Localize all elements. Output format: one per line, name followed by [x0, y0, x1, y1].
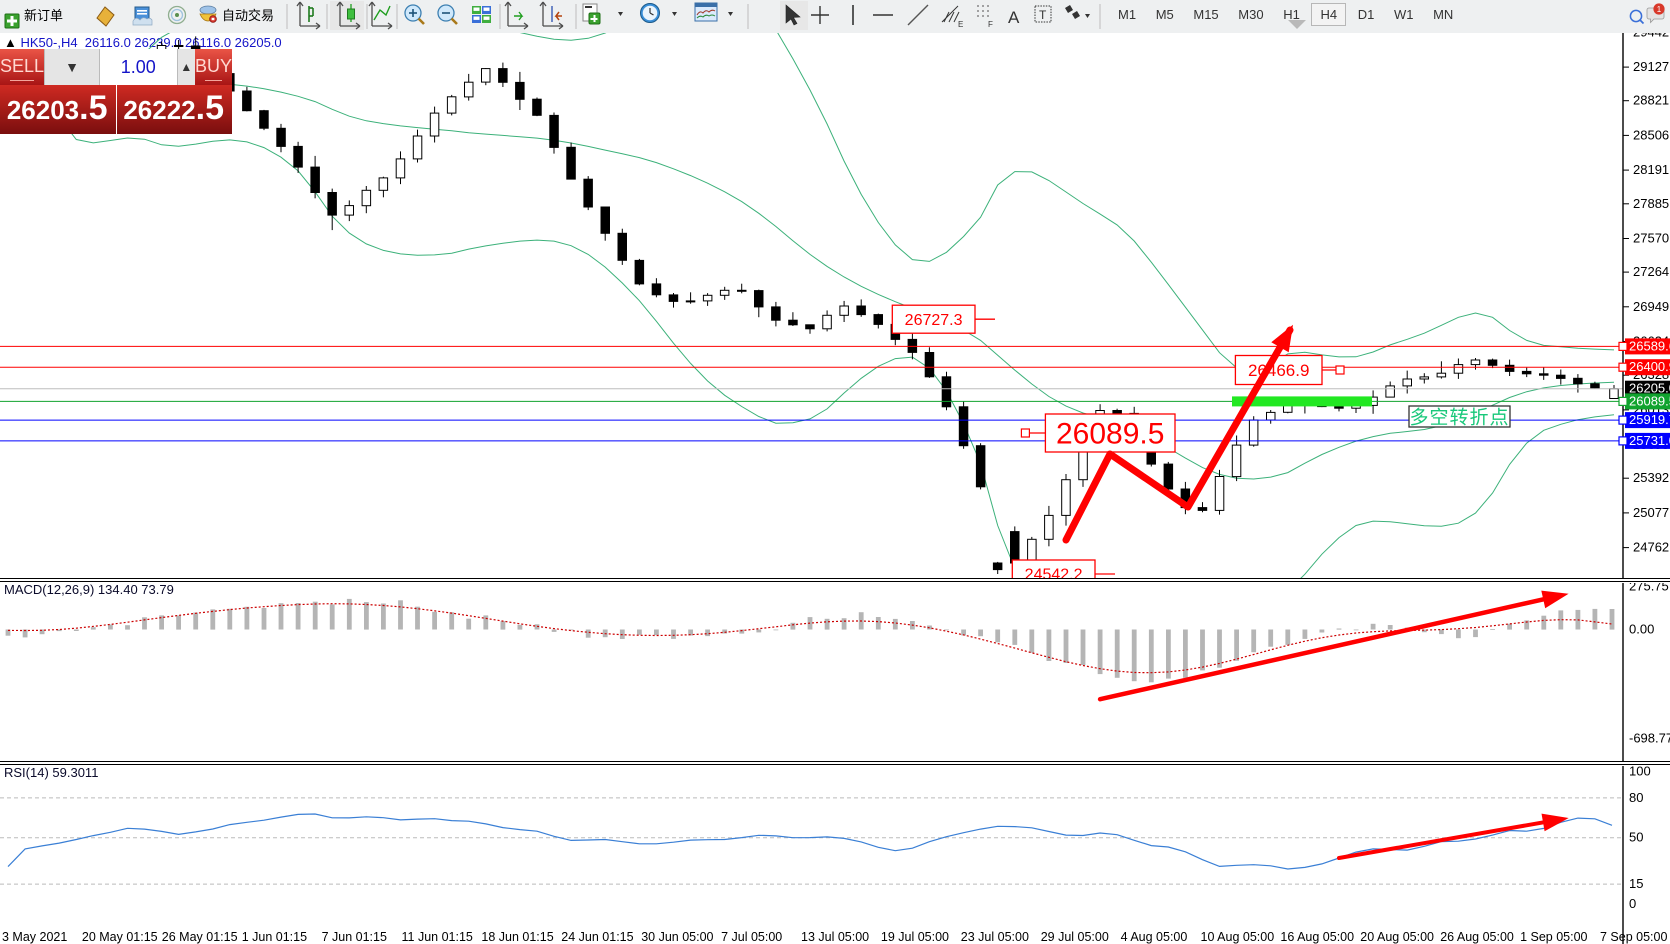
svg-text:275.75: 275.75: [1629, 583, 1669, 594]
svg-text:18 Jun 01:15: 18 Jun 01:15: [481, 930, 553, 944]
svg-text:26089.5: 26089.5: [1629, 393, 1670, 408]
svg-text:27570.0: 27570.0: [1633, 231, 1670, 246]
svg-text:10 Aug 05:00: 10 Aug 05:00: [1201, 930, 1275, 944]
svg-text:7 Sep 05:00: 7 Sep 05:00: [1600, 930, 1667, 944]
svg-text:4 Aug 05:00: 4 Aug 05:00: [1121, 930, 1188, 944]
svg-text:28821.0: 28821.0: [1633, 93, 1670, 108]
svg-text:3 May 2021: 3 May 2021: [2, 930, 67, 944]
svg-text:24762.0: 24762.0: [1633, 540, 1670, 555]
svg-text:1: 1: [1657, 5, 1662, 14]
svg-text:80: 80: [1629, 790, 1643, 805]
svg-text:25919.7: 25919.7: [1629, 412, 1670, 427]
svg-text:26400.9: 26400.9: [1629, 359, 1670, 374]
svg-text:26 Aug 05:00: 26 Aug 05:00: [1440, 930, 1514, 944]
svg-text:0.00: 0.00: [1629, 622, 1654, 637]
svg-text:1 Jun 01:15: 1 Jun 01:15: [242, 930, 307, 944]
svg-text:25392.0: 25392.0: [1633, 470, 1670, 485]
svg-text:28506.0: 28506.0: [1633, 127, 1670, 142]
svg-text:26949.0: 26949.0: [1633, 299, 1670, 314]
svg-text:26589.6: 26589.6: [1629, 338, 1670, 353]
svg-text:100: 100: [1629, 766, 1651, 778]
svg-text:29 Jul 05:00: 29 Jul 05:00: [1041, 930, 1109, 944]
svg-text:11 Jun 01:15: 11 Jun 01:15: [402, 930, 473, 944]
svg-text:28191.0: 28191.0: [1633, 162, 1670, 177]
svg-text:0: 0: [1629, 896, 1636, 911]
svg-text:19 Jul 05:00: 19 Jul 05:00: [881, 930, 949, 944]
svg-text:26 May 01:15: 26 May 01:15: [162, 930, 238, 944]
svg-text:13 Jul 05:00: 13 Jul 05:00: [801, 930, 869, 944]
svg-text:23 Jul 05:00: 23 Jul 05:00: [961, 930, 1029, 944]
svg-text:29127.0: 29127.0: [1633, 59, 1670, 74]
svg-text:-698.77: -698.77: [1629, 731, 1670, 746]
svg-text:29442.0: 29442.0: [1633, 33, 1670, 39]
svg-text:7 Jun 01:15: 7 Jun 01:15: [322, 930, 387, 944]
svg-text:50: 50: [1629, 830, 1643, 845]
svg-text:7 Jul 05:00: 7 Jul 05:00: [721, 930, 782, 944]
svg-text:24 Jun 01:15: 24 Jun 01:15: [561, 930, 633, 944]
svg-text:15: 15: [1629, 876, 1643, 891]
svg-text:27264.0: 27264.0: [1633, 264, 1670, 279]
svg-text:30 Jun 05:00: 30 Jun 05:00: [641, 930, 713, 944]
svg-text:27885.0: 27885.0: [1633, 196, 1670, 211]
svg-text:1 Sep 05:00: 1 Sep 05:00: [1520, 930, 1587, 944]
svg-text:25077.0: 25077.0: [1633, 505, 1670, 520]
svg-text:16 Aug 05:00: 16 Aug 05:00: [1280, 930, 1354, 944]
svg-text:20 May 01:15: 20 May 01:15: [82, 930, 158, 944]
svg-text:20 Aug 05:00: 20 Aug 05:00: [1360, 930, 1434, 944]
svg-text:25731.0: 25731.0: [1629, 433, 1670, 448]
